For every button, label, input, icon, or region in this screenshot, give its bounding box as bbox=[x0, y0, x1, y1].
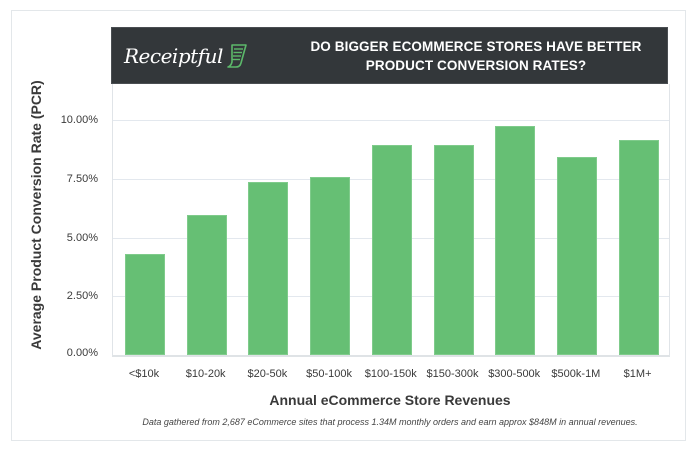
bar bbox=[371, 144, 412, 355]
chart-title: DO BIGGER ECOMMERCE STORES HAVE BETTER P… bbox=[297, 37, 655, 75]
logo-text: Receiptful bbox=[124, 44, 223, 68]
x-tick-label: $1M+ bbox=[623, 368, 652, 380]
chart-frame bbox=[11, 10, 686, 441]
plot-area bbox=[112, 84, 670, 357]
chart-header: Receiptful DO BIGGER ECOMMERCE STORES HA… bbox=[111, 27, 668, 84]
bar bbox=[310, 177, 351, 355]
x-tick-label: $500k-1M bbox=[551, 368, 601, 380]
y-tick-label: 2.50% bbox=[66, 290, 98, 303]
y-tick-label: 5.00% bbox=[66, 231, 98, 244]
y-tick-label: 7.50% bbox=[66, 172, 98, 185]
title-line-2: PRODUCT CONVERSION RATES? bbox=[365, 58, 587, 73]
bar bbox=[618, 139, 659, 355]
bar bbox=[495, 126, 536, 355]
y-tick-label: 10.00% bbox=[60, 114, 98, 126]
bar bbox=[433, 144, 474, 355]
bar bbox=[248, 182, 289, 355]
x-tick-label: $20-50k bbox=[247, 368, 288, 380]
title-line-1: DO BIGGER ECOMMERCE STORES HAVE BETTER bbox=[310, 39, 642, 54]
bar bbox=[186, 214, 227, 355]
gridline bbox=[113, 120, 669, 121]
x-tick-label: $100-150k bbox=[364, 368, 417, 380]
x-tick-label: $10-20k bbox=[185, 368, 226, 380]
x-tick-label: <$10k bbox=[128, 368, 160, 380]
x-axis-title: Annual eCommerce Store Revenues bbox=[269, 392, 511, 408]
bar bbox=[556, 156, 597, 355]
x-tick-label: $150-300k bbox=[426, 368, 479, 380]
footnote: Data gathered from 2,687 eCommerce sites… bbox=[142, 417, 638, 427]
x-tick-label: $300-500k bbox=[488, 368, 541, 380]
y-axis-title: Average Product Conversion Rate (PCR) bbox=[28, 80, 44, 350]
receipt-icon bbox=[227, 44, 247, 68]
x-tick-label: $50-100k bbox=[306, 368, 353, 380]
bar bbox=[125, 253, 165, 355]
y-tick-label: 0.00% bbox=[66, 347, 98, 359]
receiptful-logo: Receiptful bbox=[124, 38, 248, 74]
